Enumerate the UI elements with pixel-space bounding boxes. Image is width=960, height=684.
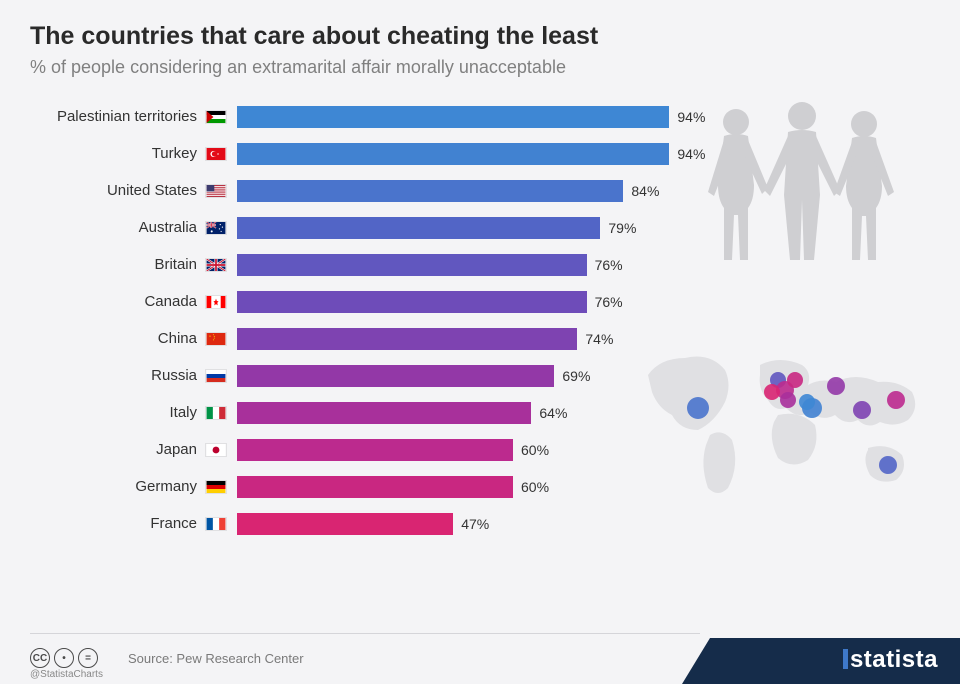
- bar: 79%: [237, 217, 600, 239]
- value-label: 84%: [631, 183, 659, 199]
- flag-icon: [205, 258, 227, 272]
- bar-track: 60%: [237, 476, 697, 498]
- bar-track: 84%: [237, 180, 697, 202]
- country-label: Canada: [30, 293, 205, 310]
- flag-icon: [205, 147, 227, 161]
- twitter-handle: @StatistaCharts: [30, 669, 103, 680]
- map-dot: [764, 384, 780, 400]
- value-label: 60%: [521, 479, 549, 495]
- map-dot: [687, 397, 709, 419]
- value-label: 64%: [539, 405, 567, 421]
- flag-icon: [205, 369, 227, 383]
- bar-track: 74%: [237, 328, 697, 350]
- value-label: 60%: [521, 442, 549, 458]
- bar-track: 47%: [237, 513, 697, 535]
- bar: 60%: [237, 439, 513, 461]
- chart-title: The countries that care about cheating t…: [30, 22, 930, 51]
- country-label: Germany: [30, 478, 205, 495]
- value-label: 76%: [595, 294, 623, 310]
- flag-icon: [205, 184, 227, 198]
- flag-icon: [205, 110, 227, 124]
- world-map: [640, 330, 940, 510]
- bar: 76%: [237, 291, 587, 313]
- map-dot: [787, 372, 803, 388]
- country-label: China: [30, 330, 205, 347]
- flag-icon: [205, 295, 227, 309]
- bar-track: 64%: [237, 402, 697, 424]
- map-dot: [879, 456, 897, 474]
- bar: 76%: [237, 254, 587, 276]
- bar: 94%: [237, 106, 669, 128]
- value-label: 76%: [595, 257, 623, 273]
- map-dot: [887, 391, 905, 409]
- country-label: Italy: [30, 404, 205, 421]
- flag-icon: [205, 221, 227, 235]
- country-label: France: [30, 515, 205, 532]
- bar-row: France 47%: [30, 505, 930, 542]
- country-label: Palestinian territories: [30, 108, 205, 125]
- map-dot: [853, 401, 871, 419]
- flag-icon: [205, 480, 227, 494]
- brand-ribbon: statista: [710, 638, 960, 684]
- header: The countries that care about cheating t…: [0, 0, 960, 86]
- bar-track: 76%: [237, 254, 697, 276]
- bar: 60%: [237, 476, 513, 498]
- brand-logo: statista: [843, 646, 938, 674]
- country-label: Britain: [30, 256, 205, 273]
- bar-track: 94%: [237, 106, 697, 128]
- map-dot: [827, 377, 845, 395]
- flag-icon: [205, 443, 227, 457]
- flag-icon: [205, 406, 227, 420]
- bar-track: 60%: [237, 439, 697, 461]
- chart-subtitle: % of people considering an extramarital …: [30, 57, 930, 78]
- country-label: United States: [30, 182, 205, 199]
- bar: 94%: [237, 143, 669, 165]
- license-badges: CC • =: [0, 648, 98, 668]
- value-label: 79%: [608, 220, 636, 236]
- bar: 84%: [237, 180, 623, 202]
- bar-row: Canada 76%: [30, 283, 930, 320]
- bar-track: 79%: [237, 217, 697, 239]
- flag-icon: [205, 517, 227, 531]
- country-label: Australia: [30, 219, 205, 236]
- footer: CC • = Source: Pew Research Center @Stat…: [0, 632, 960, 684]
- by-icon: •: [54, 648, 74, 668]
- map-dot: [780, 392, 796, 408]
- bar: 74%: [237, 328, 577, 350]
- nd-icon: =: [78, 648, 98, 668]
- value-label: 69%: [562, 368, 590, 384]
- flag-icon: [205, 332, 227, 346]
- bar: 47%: [237, 513, 453, 535]
- value-label: 47%: [461, 516, 489, 532]
- country-label: Japan: [30, 441, 205, 458]
- cc-icon: CC: [30, 648, 50, 668]
- value-label: 74%: [585, 331, 613, 347]
- bar: 64%: [237, 402, 531, 424]
- source-text: Source: Pew Research Center: [128, 651, 304, 666]
- map-dot: [799, 394, 815, 410]
- bar-track: 94%: [237, 143, 697, 165]
- country-label: Turkey: [30, 145, 205, 162]
- bar-track: 76%: [237, 291, 697, 313]
- bar-track: 69%: [237, 365, 697, 387]
- bar: 69%: [237, 365, 554, 387]
- country-label: Russia: [30, 367, 205, 384]
- silhouette-illustration: [690, 100, 910, 270]
